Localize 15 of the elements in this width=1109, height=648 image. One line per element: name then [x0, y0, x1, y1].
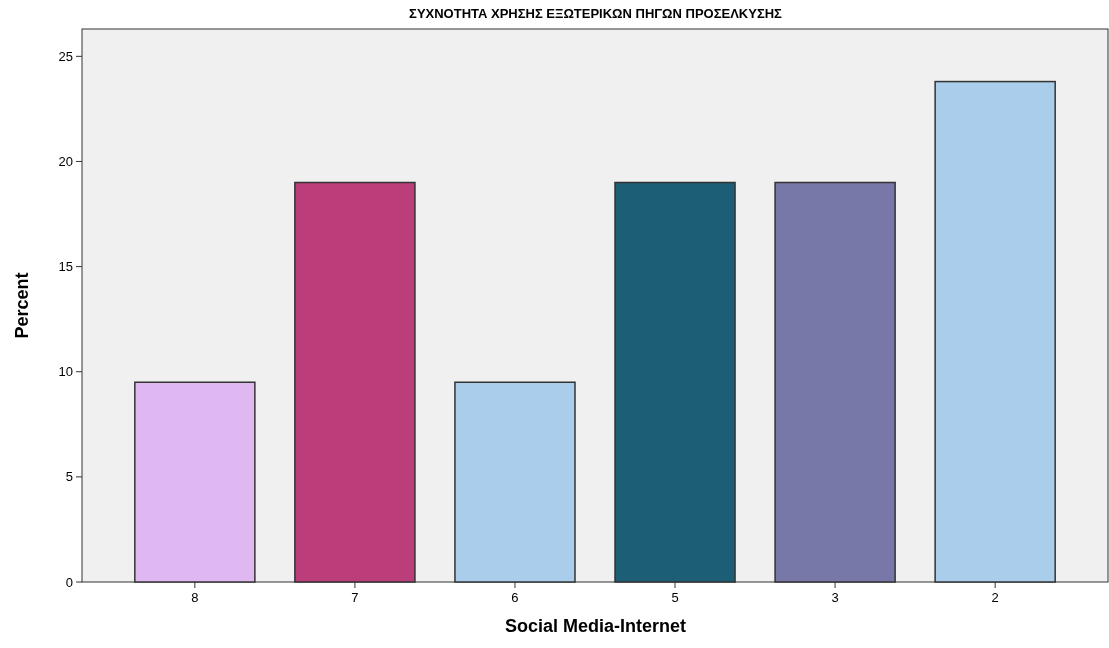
chart-title: ΣΥΧΝΟΤΗΤΑ ΧΡΗΣΗΣ ΕΞΩΤΕΡΙΚΩΝ ΠΗΓΩΝ ΠΡΟΣΕΛΚΥΣΗΣ — [409, 6, 783, 21]
y-tick-label: 10 — [58, 364, 73, 380]
y-tick-label: 20 — [58, 154, 73, 170]
x-tick-label: 7 — [351, 590, 359, 605]
x-tick-label: 3 — [831, 590, 839, 605]
y-tick-label: 25 — [58, 48, 73, 64]
x-tick-label: 5 — [671, 590, 679, 605]
y-tick-label: 5 — [65, 469, 73, 485]
x-tick-label: 6 — [511, 590, 519, 605]
x-axis-title: Social Media-Internet — [504, 616, 687, 636]
x-tick-label: 8 — [191, 590, 199, 605]
y-axis-title: Percent — [12, 272, 32, 339]
x-tick-label: 2 — [991, 590, 999, 605]
y-tick-label: 15 — [58, 259, 73, 275]
y-tick-label: 0 — [65, 574, 73, 590]
